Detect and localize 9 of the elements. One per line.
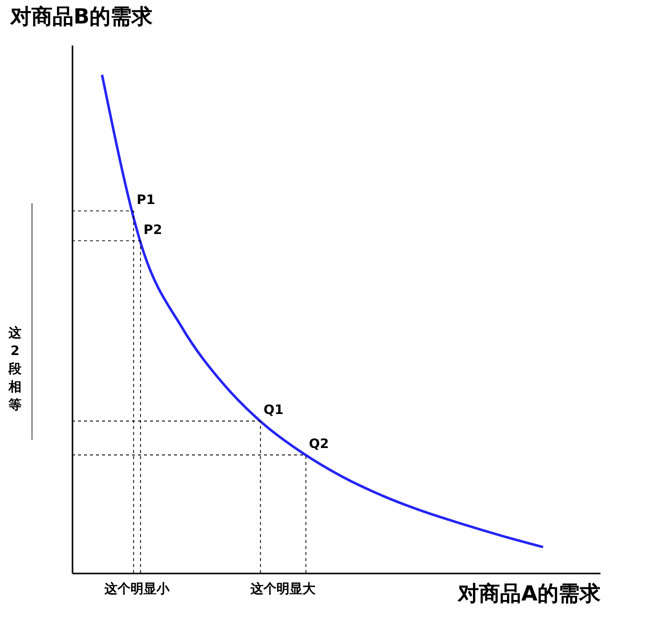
- text: 这个明显小: [104, 581, 171, 597]
- ref-line-label: Q1: [263, 403, 284, 418]
- ref-line-label: P1: [136, 192, 156, 208]
- y-axis-title: 对商品B的需求: [10, 4, 154, 28]
- text: 这个明显大: [250, 581, 317, 597]
- text: 这2段相等: [8, 324, 22, 413]
- x-axis-title: 对商品A的需求: [457, 582, 602, 606]
- ref-line-label: P2: [144, 222, 162, 238]
- ref-line-label: Q2: [308, 436, 329, 452]
